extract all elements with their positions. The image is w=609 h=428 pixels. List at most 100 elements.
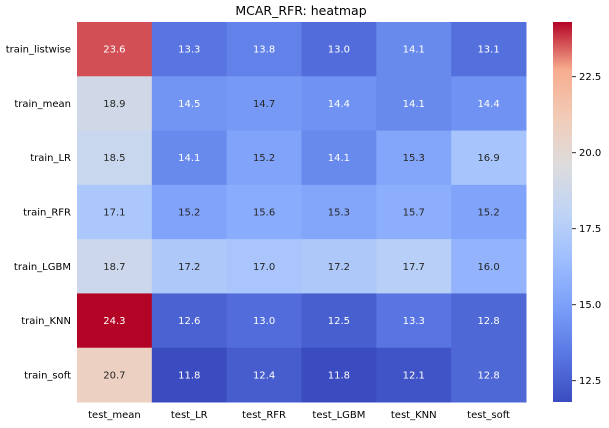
cell-value-label: 12.8 [477, 370, 499, 381]
column-tick-label: test_KNN [391, 410, 437, 421]
row-tick-label: train_LGBM [14, 262, 71, 273]
heatmap-cell [151, 347, 228, 403]
cell-value-label: 24.3 [103, 316, 125, 327]
row-tick-label: train_RFR [23, 208, 71, 219]
colorbar-tick-label: 17.5 [579, 224, 601, 235]
column-tick-label: test_LR [171, 410, 208, 421]
cell-value-label: 13.0 [328, 45, 350, 56]
cell-value-label: 17.7 [403, 262, 425, 273]
heatmap-cell [226, 347, 302, 403]
column-tick-label: test_LGBM [312, 410, 365, 421]
colorbar-tick-label: 22.5 [579, 72, 601, 83]
cell-value-label: 15.7 [403, 208, 425, 219]
cell-value-label: 14.4 [477, 99, 499, 110]
heatmap-cells: 23.6 13.3 13.8 13.0 14.1 13.1 18.9 14.5 14.7 14.4… [77, 22, 527, 403]
heatmap-cell [451, 293, 527, 349]
cell-value-label: 11.8 [178, 370, 200, 381]
cell-value-label: 20.7 [103, 370, 125, 381]
heatmap-cell [376, 130, 452, 186]
column-tick-label: test_mean [88, 410, 141, 421]
cell-value-label: 23.6 [103, 45, 125, 56]
heatmap-cell [451, 347, 527, 403]
heatmap-cell [376, 184, 452, 240]
cell-value-label: 17.1 [103, 208, 125, 219]
heatmap-cell [151, 76, 228, 132]
heatmap-cell [151, 130, 228, 186]
heatmap-cell [226, 184, 302, 240]
cell-value-label: 12.4 [253, 370, 275, 381]
heatmap-cell [451, 22, 527, 77]
heatmap-cell [376, 347, 452, 403]
heatmap-cell [301, 76, 377, 132]
heatmap-cell [451, 184, 527, 240]
cell-value-label: 18.9 [103, 99, 125, 110]
cell-value-label: 16.9 [477, 153, 499, 164]
heatmap-cell [226, 76, 302, 132]
heatmap-cell [301, 293, 377, 349]
heatmap-cell [77, 347, 153, 403]
heatmap-cell [226, 293, 302, 349]
cell-value-label: 15.3 [328, 208, 350, 219]
row-tick-labels: train_listwise train_mean train_LR train_RF… [6, 45, 71, 382]
cell-value-label: 17.0 [253, 262, 275, 273]
heatmap-cell [451, 239, 527, 294]
heatmap-cell [226, 239, 302, 294]
colorbar-tick-label: 12.5 [579, 376, 601, 387]
cell-value-label: 15.2 [178, 208, 200, 219]
column-tick-labels: test_mean test_LR test_RFR test_LGBM test_KN… [88, 410, 510, 421]
column-tick-label: test_RFR [242, 410, 286, 421]
cell-value-label: 14.1 [403, 99, 425, 110]
cell-value-label: 18.5 [103, 153, 125, 164]
heatmap-cell [77, 76, 153, 132]
heatmap-cell [226, 130, 302, 186]
cell-value-label: 14.7 [253, 99, 275, 110]
row-tick-label: train_mean [14, 99, 71, 110]
row-tick-label: train_KNN [21, 316, 71, 327]
row-tick-label: train_soft [24, 370, 71, 381]
cell-value-label: 12.6 [178, 316, 200, 327]
cell-value-label: 14.1 [328, 153, 350, 164]
heatmap-cell [77, 293, 153, 349]
heatmap-cell [226, 22, 302, 77]
heatmap-cell [376, 293, 452, 349]
colorbar-tick-label: 20.0 [579, 148, 601, 159]
heatmap-cell [77, 22, 153, 77]
column-tick-label: test_soft [467, 410, 510, 421]
cell-value-label: 13.3 [178, 45, 200, 56]
cell-value-label: 12.5 [328, 316, 350, 327]
cell-value-label: 14.4 [328, 99, 350, 110]
heatmap-cell [451, 130, 527, 186]
cell-value-label: 14.1 [403, 45, 425, 56]
cell-value-label: 13.1 [477, 45, 499, 56]
colorbar-tick-label: 15.0 [579, 300, 601, 311]
heatmap-cell [301, 347, 377, 403]
heatmap-cell [151, 293, 228, 349]
colorbar [553, 22, 572, 402]
heatmap-cell [376, 22, 452, 77]
cell-value-label: 14.5 [178, 99, 200, 110]
cell-value-label: 13.8 [253, 45, 275, 56]
heatmap-cell [301, 184, 377, 240]
colorbar-ticks: 12.5 15.0 17.5 20.0 22.5 [572, 72, 601, 387]
cell-value-label: 15.6 [253, 208, 275, 219]
cell-value-label: 13.0 [253, 316, 275, 327]
heatmap-cell [451, 76, 527, 132]
heatmap-cell [77, 130, 153, 186]
heatmap-cell [376, 76, 452, 132]
cell-value-label: 12.8 [477, 316, 499, 327]
heatmap-cell [376, 239, 452, 294]
cell-value-label: 14.1 [178, 153, 200, 164]
cell-value-label: 15.2 [477, 208, 499, 219]
heatmap-cell [301, 22, 377, 77]
heatmap-cell [301, 130, 377, 186]
cell-value-label: 12.1 [403, 370, 425, 381]
heatmap-cell [151, 239, 228, 294]
cell-value-label: 17.2 [178, 262, 200, 273]
cell-value-label: 18.7 [103, 262, 125, 273]
heatmap-cell [77, 239, 153, 294]
row-tick-label: train_listwise [6, 45, 71, 56]
heatmap-cell [77, 184, 153, 240]
cell-value-label: 13.3 [403, 316, 425, 327]
cell-value-label: 15.2 [253, 153, 275, 164]
